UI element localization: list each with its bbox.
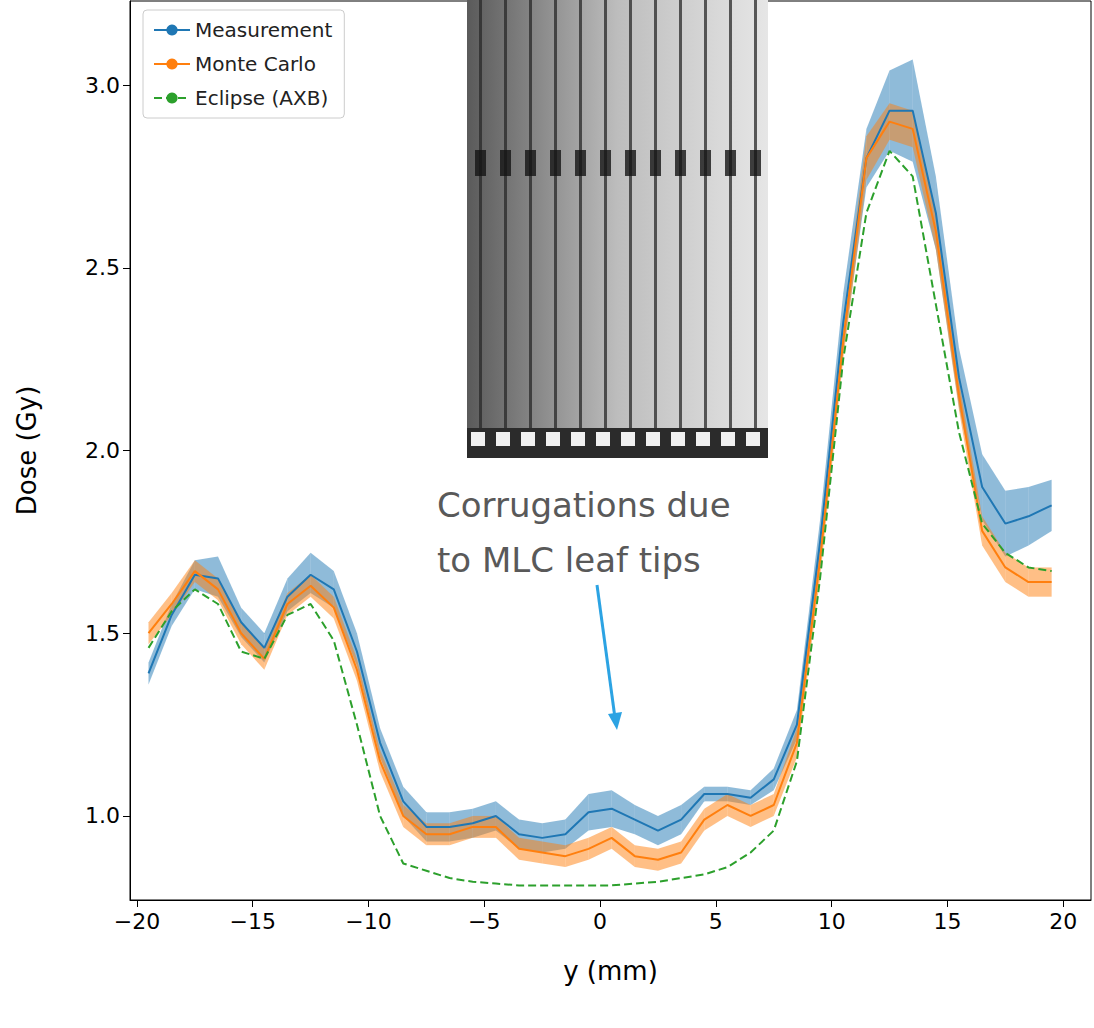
svg-text:1.5: 1.5 <box>85 621 120 646</box>
svg-text:y (mm): y (mm) <box>563 956 658 986</box>
svg-text:−20: −20 <box>114 909 160 934</box>
svg-text:20: 20 <box>1049 909 1077 934</box>
svg-text:1.0: 1.0 <box>85 803 120 828</box>
svg-text:Dose (Gy): Dose (Gy) <box>12 386 42 516</box>
svg-text:to MLC leaf tips: to MLC leaf tips <box>437 540 701 580</box>
svg-text:10: 10 <box>818 909 846 934</box>
svg-text:0: 0 <box>593 909 607 934</box>
svg-text:Monte Carlo: Monte Carlo <box>195 52 316 76</box>
svg-text:5: 5 <box>709 909 723 934</box>
svg-text:Measurement: Measurement <box>195 18 332 42</box>
svg-text:−10: −10 <box>345 909 391 934</box>
svg-text:2.5: 2.5 <box>85 255 120 280</box>
svg-text:Eclipse (AXB): Eclipse (AXB) <box>195 86 328 110</box>
svg-text:2.0: 2.0 <box>85 438 120 463</box>
svg-text:−15: −15 <box>230 909 276 934</box>
svg-text:−5: −5 <box>468 909 500 934</box>
svg-text:3.0: 3.0 <box>85 73 120 98</box>
svg-text:15: 15 <box>933 909 961 934</box>
svg-text:Corrugations due: Corrugations due <box>437 485 731 525</box>
